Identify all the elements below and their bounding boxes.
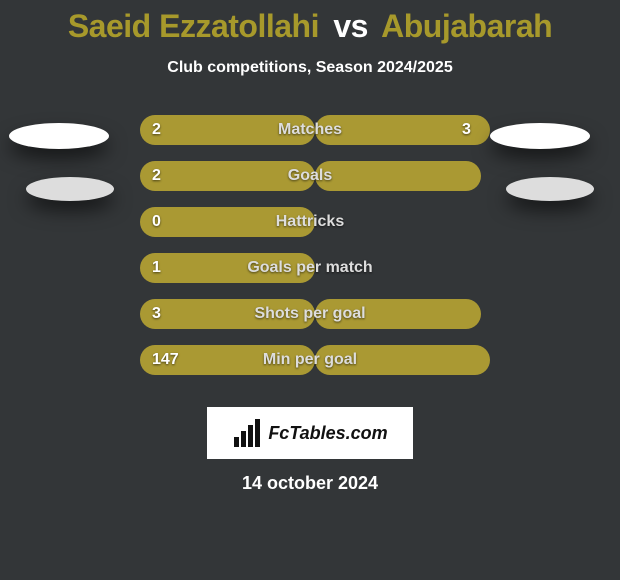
bar-chart-icon [232, 417, 264, 449]
bar-right [315, 299, 481, 329]
stat-row: Hattricks0 [0, 207, 620, 237]
bar-left [140, 207, 315, 237]
pedestal-ellipse [26, 177, 114, 201]
bar-left [140, 161, 315, 191]
title: Saeid Ezzatollahi vs Abujabarah [0, 0, 620, 45]
date: 14 october 2024 [0, 473, 620, 494]
infographic-container: Saeid Ezzatollahi vs Abujabarah Club com… [0, 0, 620, 580]
title-player2: Abujabarah [381, 8, 552, 44]
chart-area: Matches23Goals2Hattricks0Goals per match… [0, 115, 620, 395]
bar-right [315, 161, 481, 191]
pedestal-ellipse [506, 177, 594, 201]
subtitle: Club competitions, Season 2024/2025 [0, 59, 620, 77]
title-player1: Saeid Ezzatollahi [68, 8, 319, 44]
bar-left [140, 299, 315, 329]
fctables-logo-box: FcTables.com [207, 407, 413, 459]
stat-row: Min per goal147 [0, 345, 620, 375]
stat-row: Shots per goal3 [0, 299, 620, 329]
bar-left [140, 345, 315, 375]
bar-left [140, 115, 315, 145]
pedestal-ellipse [9, 123, 109, 149]
title-vs: vs [333, 8, 368, 44]
bar-left [140, 253, 315, 283]
bar-right [315, 115, 490, 145]
fctables-text: FcTables.com [268, 423, 387, 444]
bar-right [315, 345, 490, 375]
pedestal-ellipse [490, 123, 590, 149]
stat-row: Goals per match1 [0, 253, 620, 283]
